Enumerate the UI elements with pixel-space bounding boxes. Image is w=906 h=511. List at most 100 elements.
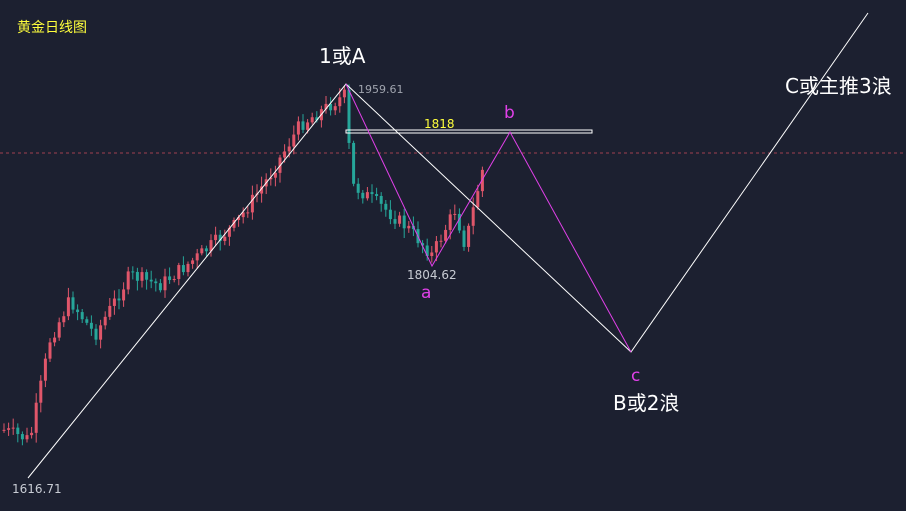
candle-body: [283, 151, 287, 158]
candle-body: [384, 203, 388, 210]
candle-body: [246, 212, 250, 214]
candle-body: [145, 272, 149, 280]
candle-body: [425, 245, 429, 257]
candle-body: [260, 186, 264, 194]
candle-body: [172, 278, 176, 281]
candle-body: [370, 192, 374, 195]
candle-body: [324, 103, 328, 110]
candle-body: [117, 298, 121, 301]
candle-body: [365, 192, 369, 199]
wave-label-1-or-a: 1或A: [319, 44, 366, 68]
candle-body: [407, 225, 411, 229]
candle-body: [310, 117, 314, 123]
candle-body: [34, 402, 38, 433]
candle-body: [30, 432, 34, 436]
candle-body: [398, 215, 402, 224]
candle-body: [329, 103, 333, 111]
candle-body: [342, 89, 346, 98]
candle-body: [476, 191, 480, 208]
candle-body: [237, 217, 241, 221]
candle-body: [108, 305, 112, 317]
candle-body: [287, 146, 291, 152]
candle-body: [250, 194, 254, 213]
candle-body: [448, 214, 452, 230]
candle-body: [80, 312, 84, 320]
candle-body: [25, 435, 29, 440]
candle-body: [471, 207, 475, 226]
candle-body: [20, 434, 24, 440]
sub-wave-path: [345, 83, 632, 353]
price-label-correction-low: 1804.62: [407, 268, 457, 282]
candle-body: [7, 428, 11, 430]
candle-body: [112, 298, 116, 306]
candle-body: [388, 209, 392, 220]
candle-body: [356, 183, 360, 193]
candle-body: [301, 121, 305, 130]
level-1818-box: [345, 129, 593, 134]
candle-body: [200, 248, 204, 254]
candle-body: [214, 234, 218, 241]
candles: [2, 84, 484, 446]
candle-body: [421, 243, 425, 246]
candle-body: [434, 241, 438, 253]
candle-body: [439, 240, 443, 242]
candle-body: [140, 272, 144, 281]
candle-body: [66, 297, 70, 317]
candle-body: [227, 227, 231, 237]
candle-body: [149, 279, 153, 282]
candle-body: [48, 342, 52, 359]
wave-label-b-or-2: B或2浪: [613, 391, 679, 415]
candle-body: [85, 319, 89, 323]
candle-body: [94, 328, 98, 340]
candle-body: [135, 271, 139, 281]
candle-body: [154, 281, 158, 284]
candle-body: [62, 316, 66, 323]
candle-body: [57, 322, 61, 338]
candle-body: [379, 195, 383, 204]
candle-body: [453, 213, 457, 215]
candle-body: [209, 240, 213, 252]
price-label-high: 1959.61: [358, 83, 404, 96]
candle-body: [39, 380, 43, 403]
candle-body: [191, 260, 195, 264]
candle-body: [43, 358, 47, 381]
candle-body: [457, 213, 461, 231]
candle-body: [306, 122, 310, 130]
candle-body: [480, 169, 484, 192]
candle-body: [347, 89, 351, 143]
sub-wave-label-b: b: [504, 103, 515, 123]
candle-body: [462, 230, 466, 247]
candle-body: [296, 121, 300, 135]
candle-body: [269, 177, 273, 180]
candle-body: [218, 234, 222, 242]
candle-body: [122, 289, 126, 301]
candle-body: [393, 219, 397, 224]
candle-body: [177, 265, 181, 279]
sub-wave-label-a: a: [421, 283, 431, 303]
candle-body: [99, 325, 103, 340]
candle-body: [53, 337, 57, 343]
candle-body: [89, 322, 93, 329]
candle-body: [361, 192, 365, 199]
chart-title: 黄金日线图: [17, 19, 87, 36]
candle-body: [338, 97, 342, 107]
candle-body: [158, 283, 162, 291]
main-wave-path: [27, 12, 869, 479]
wave-label-c-or-3: C或主推3浪: [785, 74, 892, 98]
candle-body: [181, 265, 185, 273]
candle-body: [375, 194, 379, 196]
candle-body: [402, 215, 406, 229]
candle-body: [195, 253, 199, 261]
candle-body: [241, 212, 245, 218]
price-label-low: 1616.71: [12, 482, 62, 496]
candle-body: [232, 220, 236, 228]
sub-wave-label-c: c: [631, 366, 640, 386]
candle-body: [163, 276, 167, 291]
candle-body: [273, 172, 277, 178]
candle-body: [71, 297, 75, 310]
candle-body: [467, 225, 471, 247]
candle-body: [2, 429, 6, 431]
candle-body: [223, 236, 227, 242]
